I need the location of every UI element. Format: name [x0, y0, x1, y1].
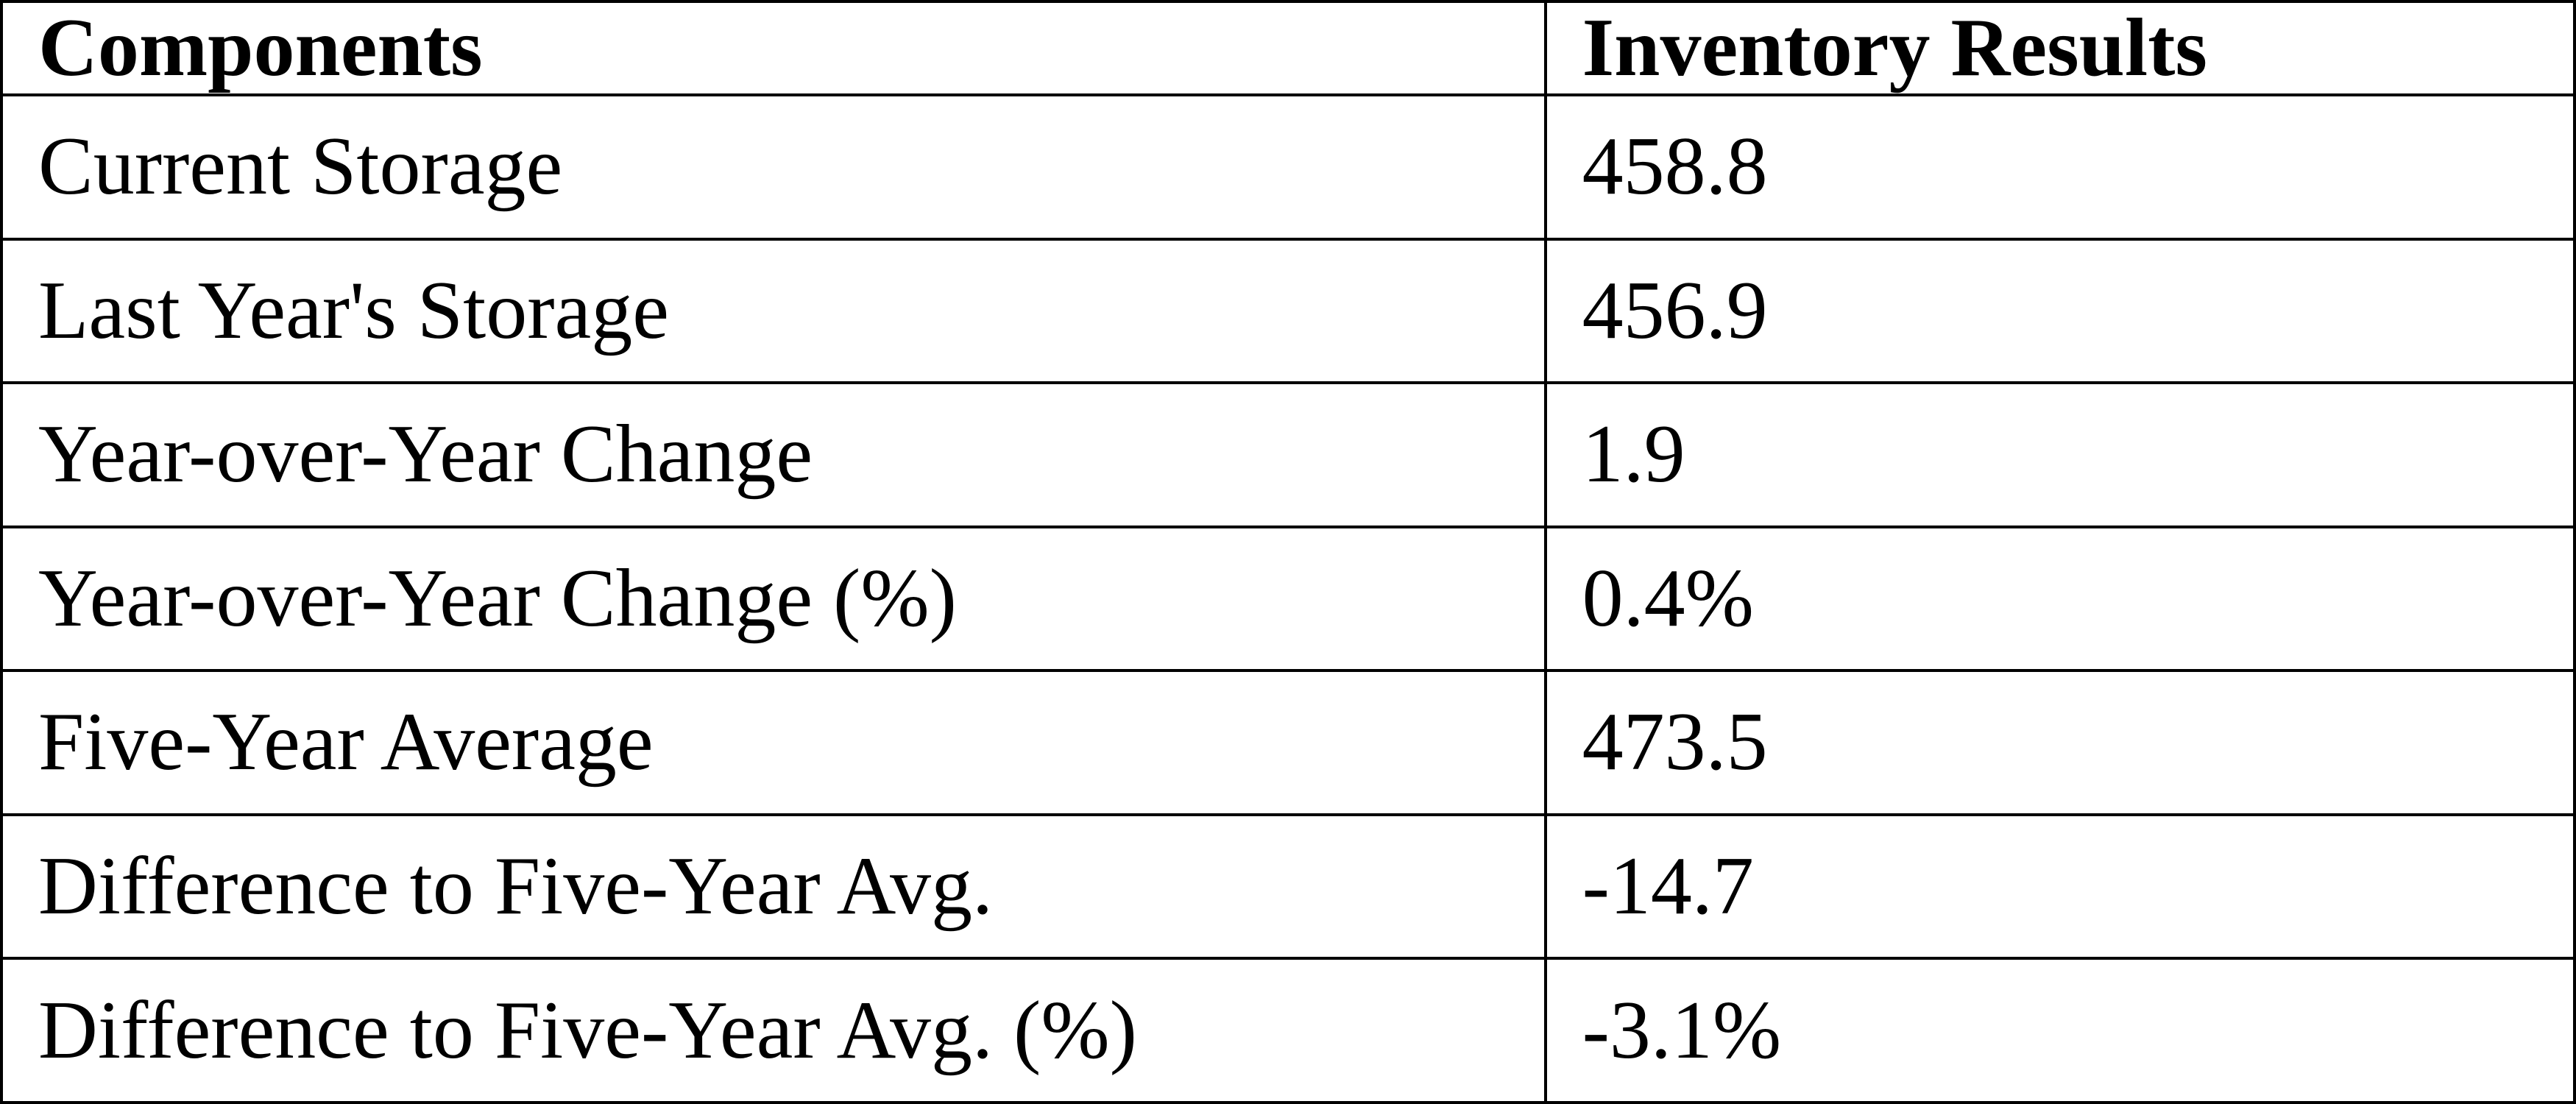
component-cell: Year-over-Year Change: [0, 381, 1547, 528]
value-cell: 456.9: [1543, 237, 2576, 385]
component-cell: Year-over-Year Change (%): [0, 525, 1547, 673]
value-cell: -14.7: [1543, 813, 2576, 960]
value-cell: 473.5: [1543, 669, 2576, 816]
table-row: Difference to Five-Year Avg. -14.7: [0, 813, 2576, 960]
table-row: Year-over-Year Change (%) 0.4%: [0, 525, 2576, 673]
component-cell: Difference to Five-Year Avg. (%): [0, 957, 1547, 1104]
value-cell: 0.4%: [1543, 525, 2576, 673]
column-header-components: Components: [0, 0, 1547, 97]
table-row: Five-Year Average 473.5: [0, 669, 2576, 816]
component-cell: Current Storage: [0, 93, 1547, 241]
table-row: Last Year's Storage 456.9: [0, 237, 2576, 385]
component-cell: Last Year's Storage: [0, 237, 1547, 385]
column-header-inventory-results: Inventory Results: [1543, 0, 2576, 97]
value-cell: 458.8: [1543, 93, 2576, 241]
component-cell: Difference to Five-Year Avg.: [0, 813, 1547, 960]
table-row: Current Storage 458.8: [0, 93, 2576, 241]
value-cell: -3.1%: [1543, 957, 2576, 1104]
value-cell: 1.9: [1543, 381, 2576, 528]
header-row: Components Inventory Results: [0, 0, 2576, 97]
component-cell: Five-Year Average: [0, 669, 1547, 816]
table-row: Difference to Five-Year Avg. (%) -3.1%: [0, 957, 2576, 1104]
table-row: Year-over-Year Change 1.9: [0, 381, 2576, 528]
